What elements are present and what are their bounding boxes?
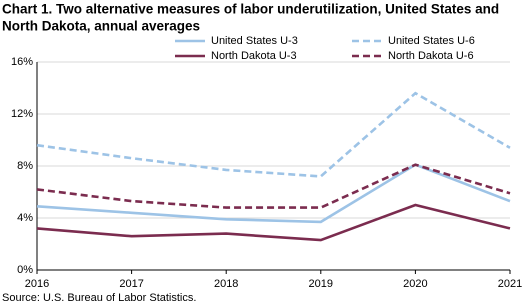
- y-tick-label: 8%: [17, 160, 33, 172]
- legend-label: United States U-6: [388, 35, 475, 47]
- y-tick-label: 16%: [11, 56, 33, 68]
- y-tick-label: 0%: [17, 264, 33, 276]
- series-line: [36, 203, 511, 242]
- source-note: Source: U.S. Bureau of Labor Statistics.: [2, 292, 196, 304]
- x-tick-label: 2019: [309, 278, 333, 290]
- x-tick-label: 2017: [119, 278, 143, 290]
- legend-label: North Dakota U-6: [388, 50, 474, 62]
- series-line: [36, 163, 511, 209]
- series-line: [36, 163, 511, 224]
- x-tick-label: 2021: [498, 278, 522, 290]
- series-line: [36, 91, 511, 178]
- x-tick-label: 2018: [214, 278, 238, 290]
- legend-label: United States U-3: [211, 35, 298, 47]
- legend-label: North Dakota U-3: [211, 50, 297, 62]
- x-tick-label: 2016: [25, 278, 49, 290]
- chart-title: North Dakota, annual averages: [2, 19, 200, 34]
- y-tick-label: 4%: [17, 212, 33, 224]
- y-tick-label: 12%: [11, 108, 33, 120]
- chart-title: Chart 1. Two alternative measures of lab…: [2, 2, 499, 17]
- x-tick-label: 2020: [403, 278, 427, 290]
